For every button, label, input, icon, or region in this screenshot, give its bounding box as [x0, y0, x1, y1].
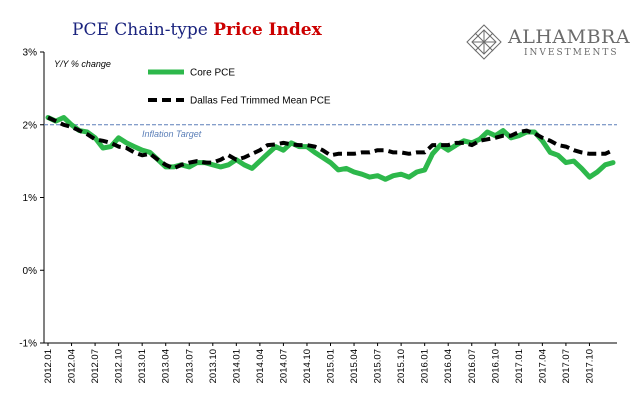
x-tick-label: 2017.01 — [514, 349, 525, 383]
legend-label: Dallas Fed Trimmed Mean PCE — [190, 96, 331, 107]
series-line-trimmed-mean — [47, 115, 614, 171]
y-axis-label: Y/Y % change — [54, 59, 111, 69]
y-tick-label: 1% — [23, 193, 38, 204]
title-part-2: Price Index — [213, 20, 322, 40]
y-tick-label: -1% — [19, 339, 37, 350]
logo-name: ALHAMBRA — [508, 26, 631, 48]
x-tick-label: 2016.04 — [443, 349, 454, 383]
x-tick-label: 2012.07 — [90, 349, 101, 383]
y-tick-label: 0% — [23, 266, 38, 277]
legend-label: Core PCE — [190, 68, 235, 79]
x-tick-label: 2014.01 — [231, 349, 242, 383]
x-tick-label: 2016.07 — [467, 349, 478, 383]
title-part-1: PCE Chain-type — [72, 20, 214, 40]
logo-subtitle: INVESTMENTS — [524, 48, 619, 58]
x-tick-label: 2017.04 — [537, 349, 548, 383]
x-tick-label: 2014.10 — [302, 349, 313, 383]
x-tick-label: 2013.04 — [161, 349, 172, 383]
inflation-target-label: Inflation Target — [142, 129, 202, 139]
x-tick-label: 2014.07 — [278, 349, 289, 383]
x-tick-label: 2013.07 — [184, 349, 195, 383]
x-tick-label: 2012.10 — [114, 349, 125, 383]
x-tick-label: 2017.10 — [584, 349, 595, 383]
x-tick-label: 2016.01 — [420, 349, 431, 383]
x-tick-label: 2014.04 — [255, 349, 266, 383]
series-line-core-pce — [45, 115, 616, 182]
x-tick-label: 2013.01 — [137, 349, 148, 383]
x-tick-label: 2012.04 — [67, 349, 78, 383]
x-tick-label: 2015.04 — [349, 349, 360, 383]
x-tick-label: 2015.10 — [396, 349, 407, 383]
y-tick-label: 3% — [23, 48, 38, 59]
x-tick-label: 2015.01 — [326, 349, 337, 383]
logo-icon — [466, 24, 502, 60]
x-tick-label: 2012.01 — [43, 349, 54, 383]
x-tick-label: 2017.07 — [561, 349, 572, 383]
x-tick-label: 2013.10 — [208, 349, 219, 383]
chart-title: PCE Chain-type Price Index — [72, 20, 322, 40]
y-tick-label: 2% — [23, 120, 38, 131]
x-tick-label: 2016.10 — [490, 349, 501, 383]
x-tick-label: 2015.07 — [373, 349, 384, 383]
